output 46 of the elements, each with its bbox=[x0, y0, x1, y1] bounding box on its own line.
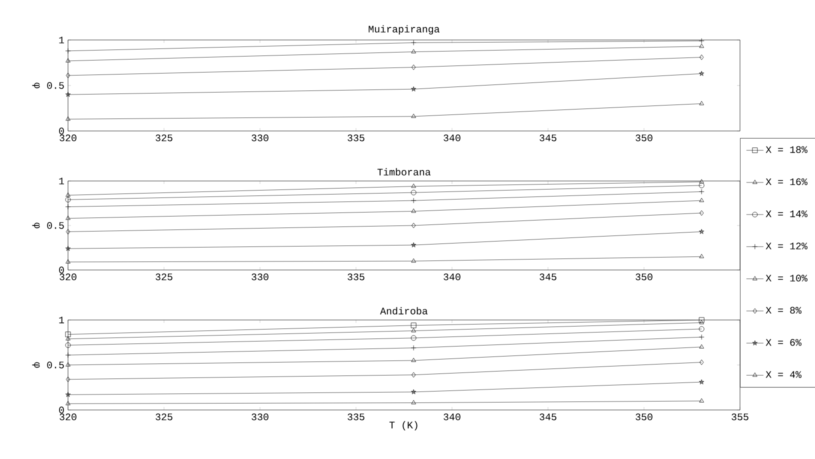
x-tick-label: 320 bbox=[60, 134, 76, 142]
legend-label: X = 4% bbox=[766, 371, 802, 378]
x-tick-label: 345 bbox=[540, 134, 556, 142]
x-tick-label: 350 bbox=[636, 413, 652, 420]
chart-title: Andiroba bbox=[380, 307, 428, 314]
x-tick-label: 325 bbox=[156, 413, 172, 420]
x-tick-label: 335 bbox=[348, 413, 364, 420]
x-tick-label: 350 bbox=[636, 273, 652, 280]
legend-label: X = 6% bbox=[766, 339, 802, 346]
y-tick-label: 1 bbox=[59, 178, 64, 184]
x-tick-label: 320 bbox=[60, 413, 76, 420]
y-axis-title: φ bbox=[32, 222, 40, 228]
x-tick-label: 330 bbox=[252, 273, 268, 280]
x-tick-label: 345 bbox=[540, 413, 556, 420]
y-tick-label: 0.5 bbox=[47, 82, 64, 89]
legend-label: X = 8% bbox=[766, 306, 802, 314]
x-tick-label: 325 bbox=[156, 273, 172, 280]
x-tick-label: 345 bbox=[540, 273, 556, 280]
legend-label: X = 10% bbox=[766, 274, 808, 282]
y-axis-title: φ bbox=[32, 362, 40, 368]
y-axis-title: φ bbox=[32, 82, 40, 88]
x-tick-label: 330 bbox=[252, 134, 268, 142]
x-tick-label: 340 bbox=[444, 273, 460, 280]
x-tick-label: 350 bbox=[636, 134, 652, 142]
y-tick-label: 0 bbox=[59, 406, 64, 414]
legend-label: X = 16% bbox=[766, 178, 808, 186]
y-tick-label: 0.5 bbox=[47, 222, 64, 229]
legend-label: X = 14% bbox=[766, 210, 808, 218]
x-tick-label: 330 bbox=[252, 413, 268, 420]
x-tick-label: 340 bbox=[444, 134, 460, 142]
y-tick-label: 0 bbox=[59, 266, 64, 274]
x-tick-label: 335 bbox=[348, 273, 364, 280]
x-tick-label: 355 bbox=[732, 413, 748, 420]
x-tick-label: 335 bbox=[348, 134, 364, 142]
y-tick-label: 1 bbox=[59, 36, 64, 44]
legend-label: X = 18% bbox=[766, 146, 808, 153]
x-tick-label: 320 bbox=[60, 273, 76, 280]
x-axis-title: T (K) bbox=[389, 421, 418, 430]
legend-label: X = 12% bbox=[766, 242, 808, 250]
chart-title: Timborana bbox=[377, 168, 431, 176]
y-tick-label: 1 bbox=[59, 316, 64, 324]
x-tick-label: 325 bbox=[156, 134, 172, 142]
x-tick-label: 340 bbox=[444, 413, 460, 420]
y-tick-label: 0.5 bbox=[47, 362, 64, 368]
y-tick-label: 0 bbox=[59, 128, 64, 134]
chart-title: Muirapiranga bbox=[368, 25, 440, 34]
